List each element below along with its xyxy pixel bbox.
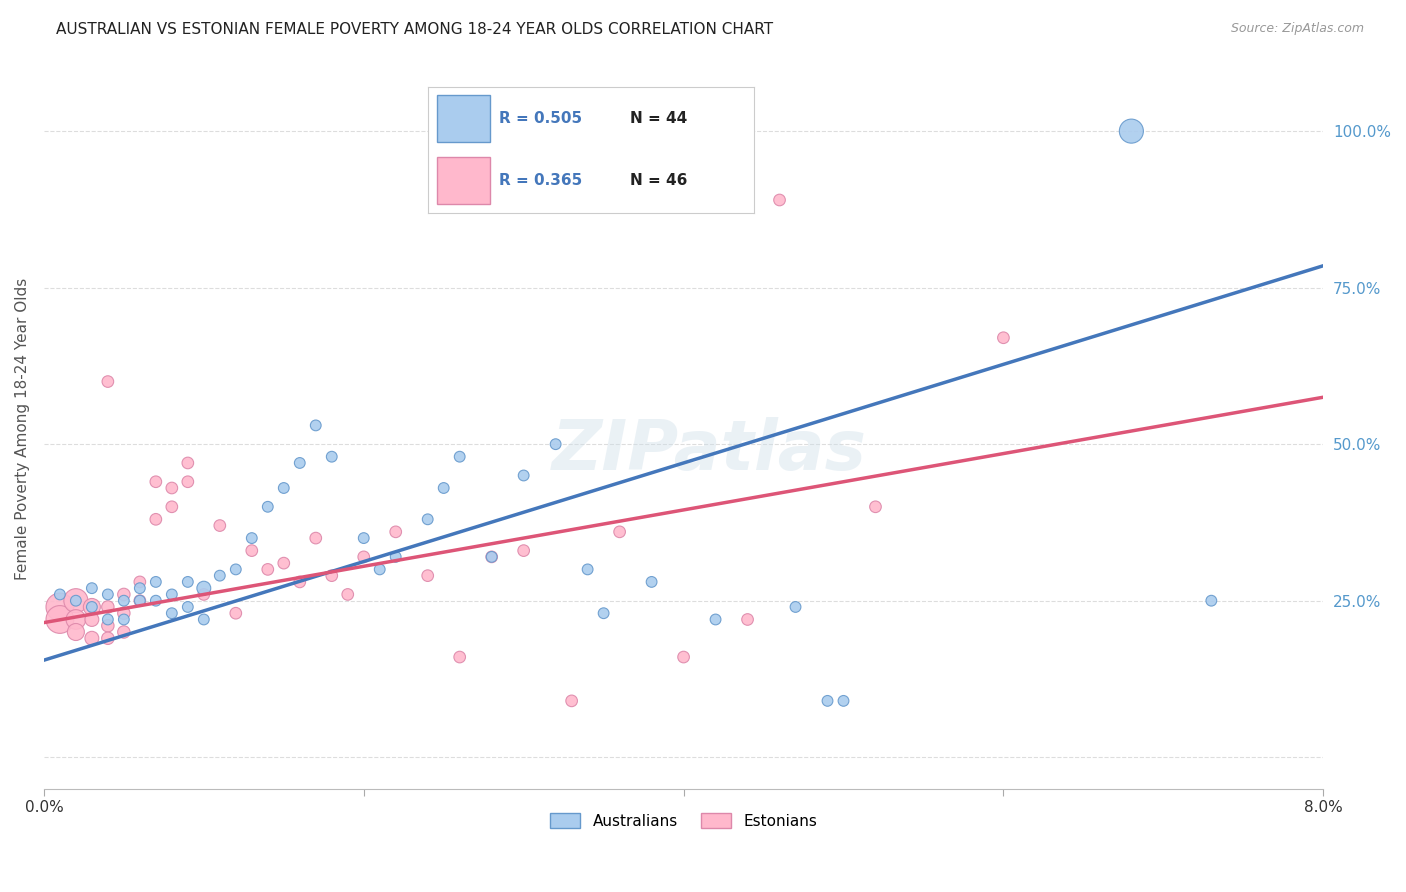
Point <box>80 612 103 626</box>
Point <box>609 524 631 539</box>
Point <box>832 694 855 708</box>
Point <box>49 612 72 626</box>
Point <box>737 612 759 626</box>
Point <box>353 531 375 545</box>
Point <box>288 456 311 470</box>
Point <box>97 632 120 646</box>
Point <box>128 581 150 595</box>
Point <box>449 450 471 464</box>
Point <box>273 556 295 570</box>
Point <box>865 500 887 514</box>
Point <box>112 587 135 601</box>
Point <box>128 593 150 607</box>
Point <box>481 549 503 564</box>
Point <box>433 481 456 495</box>
Point <box>177 574 200 589</box>
Point <box>225 562 247 576</box>
Point <box>112 593 135 607</box>
Point <box>449 650 471 665</box>
Point <box>256 500 278 514</box>
Point <box>160 587 183 601</box>
Point <box>640 574 662 589</box>
Point <box>544 437 567 451</box>
Point <box>704 612 727 626</box>
Point <box>256 562 278 576</box>
Point <box>160 606 183 620</box>
Point <box>49 599 72 614</box>
Point <box>672 650 695 665</box>
Point <box>177 599 200 614</box>
Point <box>65 593 87 607</box>
Point <box>80 599 103 614</box>
Point <box>416 512 439 526</box>
Point <box>768 193 790 207</box>
Point <box>481 549 503 564</box>
Legend: Australians, Estonians: Australians, Estonians <box>544 806 824 835</box>
Point <box>321 450 343 464</box>
Point <box>65 593 87 607</box>
Point <box>592 606 614 620</box>
Point <box>321 568 343 582</box>
Point <box>145 475 167 489</box>
Point <box>1201 593 1223 607</box>
Point <box>112 612 135 626</box>
Point <box>512 543 534 558</box>
Point <box>97 612 120 626</box>
Point <box>384 549 406 564</box>
Point <box>208 568 231 582</box>
Point <box>97 599 120 614</box>
Point <box>97 587 120 601</box>
Point <box>240 543 263 558</box>
Point <box>1121 124 1143 138</box>
Point <box>785 599 807 614</box>
Text: ZIPatlas: ZIPatlas <box>551 417 866 483</box>
Point <box>273 481 295 495</box>
Point <box>145 593 167 607</box>
Point <box>193 612 215 626</box>
Point <box>384 524 406 539</box>
Point <box>49 587 72 601</box>
Point <box>97 619 120 633</box>
Point <box>177 456 200 470</box>
Point <box>80 581 103 595</box>
Point <box>112 606 135 620</box>
Point <box>160 481 183 495</box>
Point <box>336 587 359 601</box>
Text: Source: ZipAtlas.com: Source: ZipAtlas.com <box>1230 22 1364 36</box>
Point <box>576 562 599 576</box>
Point <box>128 574 150 589</box>
Point <box>112 625 135 640</box>
Point <box>305 531 328 545</box>
Point <box>128 593 150 607</box>
Point <box>160 500 183 514</box>
Point <box>177 475 200 489</box>
Y-axis label: Female Poverty Among 18-24 Year Olds: Female Poverty Among 18-24 Year Olds <box>15 277 30 580</box>
Point <box>993 331 1015 345</box>
Point <box>512 468 534 483</box>
Point <box>416 568 439 582</box>
Point <box>353 549 375 564</box>
Point <box>240 531 263 545</box>
Point <box>65 625 87 640</box>
Point <box>208 518 231 533</box>
Point <box>225 606 247 620</box>
Point <box>193 581 215 595</box>
Point <box>193 587 215 601</box>
Point <box>145 574 167 589</box>
Point <box>97 375 120 389</box>
Point <box>80 632 103 646</box>
Point <box>145 512 167 526</box>
Text: AUSTRALIAN VS ESTONIAN FEMALE POVERTY AMONG 18-24 YEAR OLDS CORRELATION CHART: AUSTRALIAN VS ESTONIAN FEMALE POVERTY AM… <box>56 22 773 37</box>
Point <box>65 612 87 626</box>
Point <box>288 574 311 589</box>
Point <box>817 694 839 708</box>
Point <box>80 599 103 614</box>
Point <box>561 694 583 708</box>
Point <box>305 418 328 433</box>
Point <box>368 562 391 576</box>
